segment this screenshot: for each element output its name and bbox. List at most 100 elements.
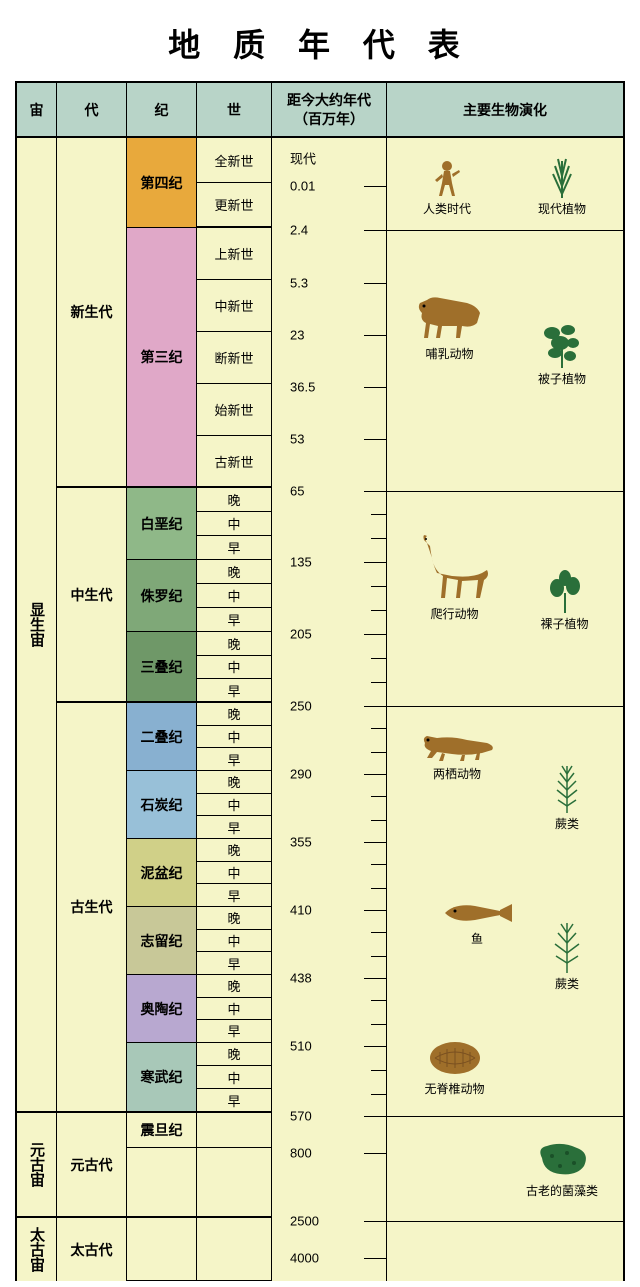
- header-row: 宙 代 纪 世 距今大约年代（百万年） 主要生物演化: [17, 83, 623, 138]
- bio-divider: [387, 230, 623, 231]
- epoch-cell: [197, 1218, 271, 1281]
- age-minor-tick: [371, 956, 386, 957]
- age-minor-tick: [371, 752, 386, 753]
- header-era: 代: [57, 83, 127, 136]
- bio-item-trilobite: 无脊椎动物: [412, 1038, 497, 1097]
- age-minor-tick: [371, 514, 386, 515]
- period-cell: 石炭纪: [127, 771, 196, 839]
- eras-column: 新生代中生代古生代元古代太古代: [57, 138, 127, 1281]
- epoch-cell: 中: [197, 930, 271, 953]
- age-label: 410: [290, 903, 312, 918]
- period-cell: 第四纪: [127, 138, 196, 228]
- epoch-cell: 中: [197, 1066, 271, 1089]
- bio-divider: [387, 1116, 623, 1117]
- age-tick: [364, 1221, 386, 1222]
- epoch-cell: 全新世: [197, 138, 271, 183]
- age-label: 205: [290, 627, 312, 642]
- epoch-cell: 早: [197, 608, 271, 632]
- epoch-cell: 早: [197, 1020, 271, 1043]
- bio-item-fern2: 蕨类: [542, 918, 592, 992]
- age-label: 36.5: [290, 380, 315, 395]
- age-label: 510: [290, 1039, 312, 1054]
- eon-cell: 元古宙: [17, 1113, 56, 1218]
- age-label: 250: [290, 699, 312, 714]
- age-minor-tick: [371, 864, 386, 865]
- bio-item-dino: 爬行动物: [407, 528, 502, 622]
- epoch-cell: 中: [197, 726, 271, 749]
- period-cell: [127, 1148, 196, 1218]
- age-minor-tick: [371, 682, 386, 683]
- epoch-cell: 晚: [197, 703, 271, 726]
- epoch-cell: 早: [197, 748, 271, 771]
- age-label: 53: [290, 432, 304, 447]
- age-minor-tick: [371, 538, 386, 539]
- age-label: 2.4: [290, 223, 308, 238]
- bio-item-flower: 被子植物: [532, 318, 592, 387]
- period-cell: 泥盆纪: [127, 839, 196, 907]
- age-label: 4000: [290, 1251, 319, 1266]
- epoch-cell: 古新世: [197, 436, 271, 488]
- epoch-cell: 中: [197, 998, 271, 1021]
- age-minor-tick: [371, 1094, 386, 1095]
- age-label: 65: [290, 484, 304, 499]
- age-tick: [364, 1116, 386, 1117]
- age-label: 800: [290, 1146, 312, 1161]
- period-cell: 奥陶纪: [127, 975, 196, 1043]
- age-minor-tick: [371, 820, 386, 821]
- age-minor-tick: [371, 658, 386, 659]
- period-cell: 第三纪: [127, 228, 196, 488]
- eons-column: 显生宙元古宙太古宙: [17, 138, 57, 1281]
- era-cell: 新生代: [57, 138, 126, 488]
- age-tick: [364, 335, 386, 336]
- geologic-chart: 宙 代 纪 世 距今大约年代（百万年） 主要生物演化 显生宙元古宙太古宙 新生代…: [15, 81, 625, 1281]
- eon-cell: 显生宙: [17, 138, 56, 1113]
- era-cell: 元古代: [57, 1113, 126, 1218]
- bio-column: 人类时代现代植物哺乳动物被子植物爬行动物裸子植物两栖动物蕨类鱼蕨类无脊椎动物古老…: [387, 138, 623, 1281]
- epochs-column: 全新世更新世上新世中新世断新世始新世古新世晚中早晚中早晚中早晚中早晚中早晚中早晚…: [197, 138, 272, 1281]
- period-cell: 寒武纪: [127, 1043, 196, 1113]
- age-minor-tick: [371, 610, 386, 611]
- epoch-cell: 中: [197, 862, 271, 885]
- epoch-cell: 晚: [197, 488, 271, 512]
- epoch-cell: 上新世: [197, 228, 271, 280]
- bio-item-gymno: 裸子植物: [537, 568, 592, 632]
- epoch-cell: 断新世: [197, 332, 271, 384]
- period-cell: [127, 1218, 196, 1281]
- header-bio: 主要生物演化: [387, 83, 623, 136]
- age-tick: [364, 706, 386, 707]
- chart-title: 地 质 年 代 表: [0, 0, 640, 81]
- age-tick: [364, 842, 386, 843]
- period-cell: 白垩纪: [127, 488, 196, 560]
- bio-divider: [387, 491, 623, 492]
- age-label: 355: [290, 835, 312, 850]
- age-minor-tick: [371, 586, 386, 587]
- age-tick: [364, 1046, 386, 1047]
- bio-item-fern: 蕨类: [542, 758, 592, 832]
- epoch-cell: 晚: [197, 839, 271, 862]
- age-tick: [364, 387, 386, 388]
- age-tick: [364, 439, 386, 440]
- age-tick: [364, 562, 386, 563]
- epoch-cell: 早: [197, 816, 271, 839]
- epoch-cell: 更新世: [197, 183, 271, 228]
- epoch-cell: 晚: [197, 632, 271, 656]
- period-cell: 震旦纪: [127, 1113, 196, 1148]
- age-label: 0.01: [290, 179, 315, 194]
- epoch-cell: 中: [197, 656, 271, 680]
- age-label: 135: [290, 555, 312, 570]
- bio-divider: [387, 706, 623, 707]
- epoch-cell: 早: [197, 679, 271, 703]
- eon-cell: 太古宙: [17, 1218, 56, 1281]
- age-tick: [364, 1153, 386, 1154]
- epoch-cell: 晚: [197, 560, 271, 584]
- epoch-cell: 晚: [197, 975, 271, 998]
- epoch-cell: [197, 1148, 271, 1218]
- age-tick: [364, 1258, 386, 1259]
- period-cell: 三叠纪: [127, 632, 196, 703]
- age-tick: [364, 774, 386, 775]
- epoch-cell: 始新世: [197, 384, 271, 436]
- chart-body: 显生宙元古宙太古宙 新生代中生代古生代元古代太古代 第四纪第三纪白垩纪侏罗纪三叠…: [17, 138, 623, 1281]
- period-cell: 侏罗纪: [127, 560, 196, 632]
- age-tick: [364, 978, 386, 979]
- bio-item-amphibian: 两栖动物: [412, 728, 502, 782]
